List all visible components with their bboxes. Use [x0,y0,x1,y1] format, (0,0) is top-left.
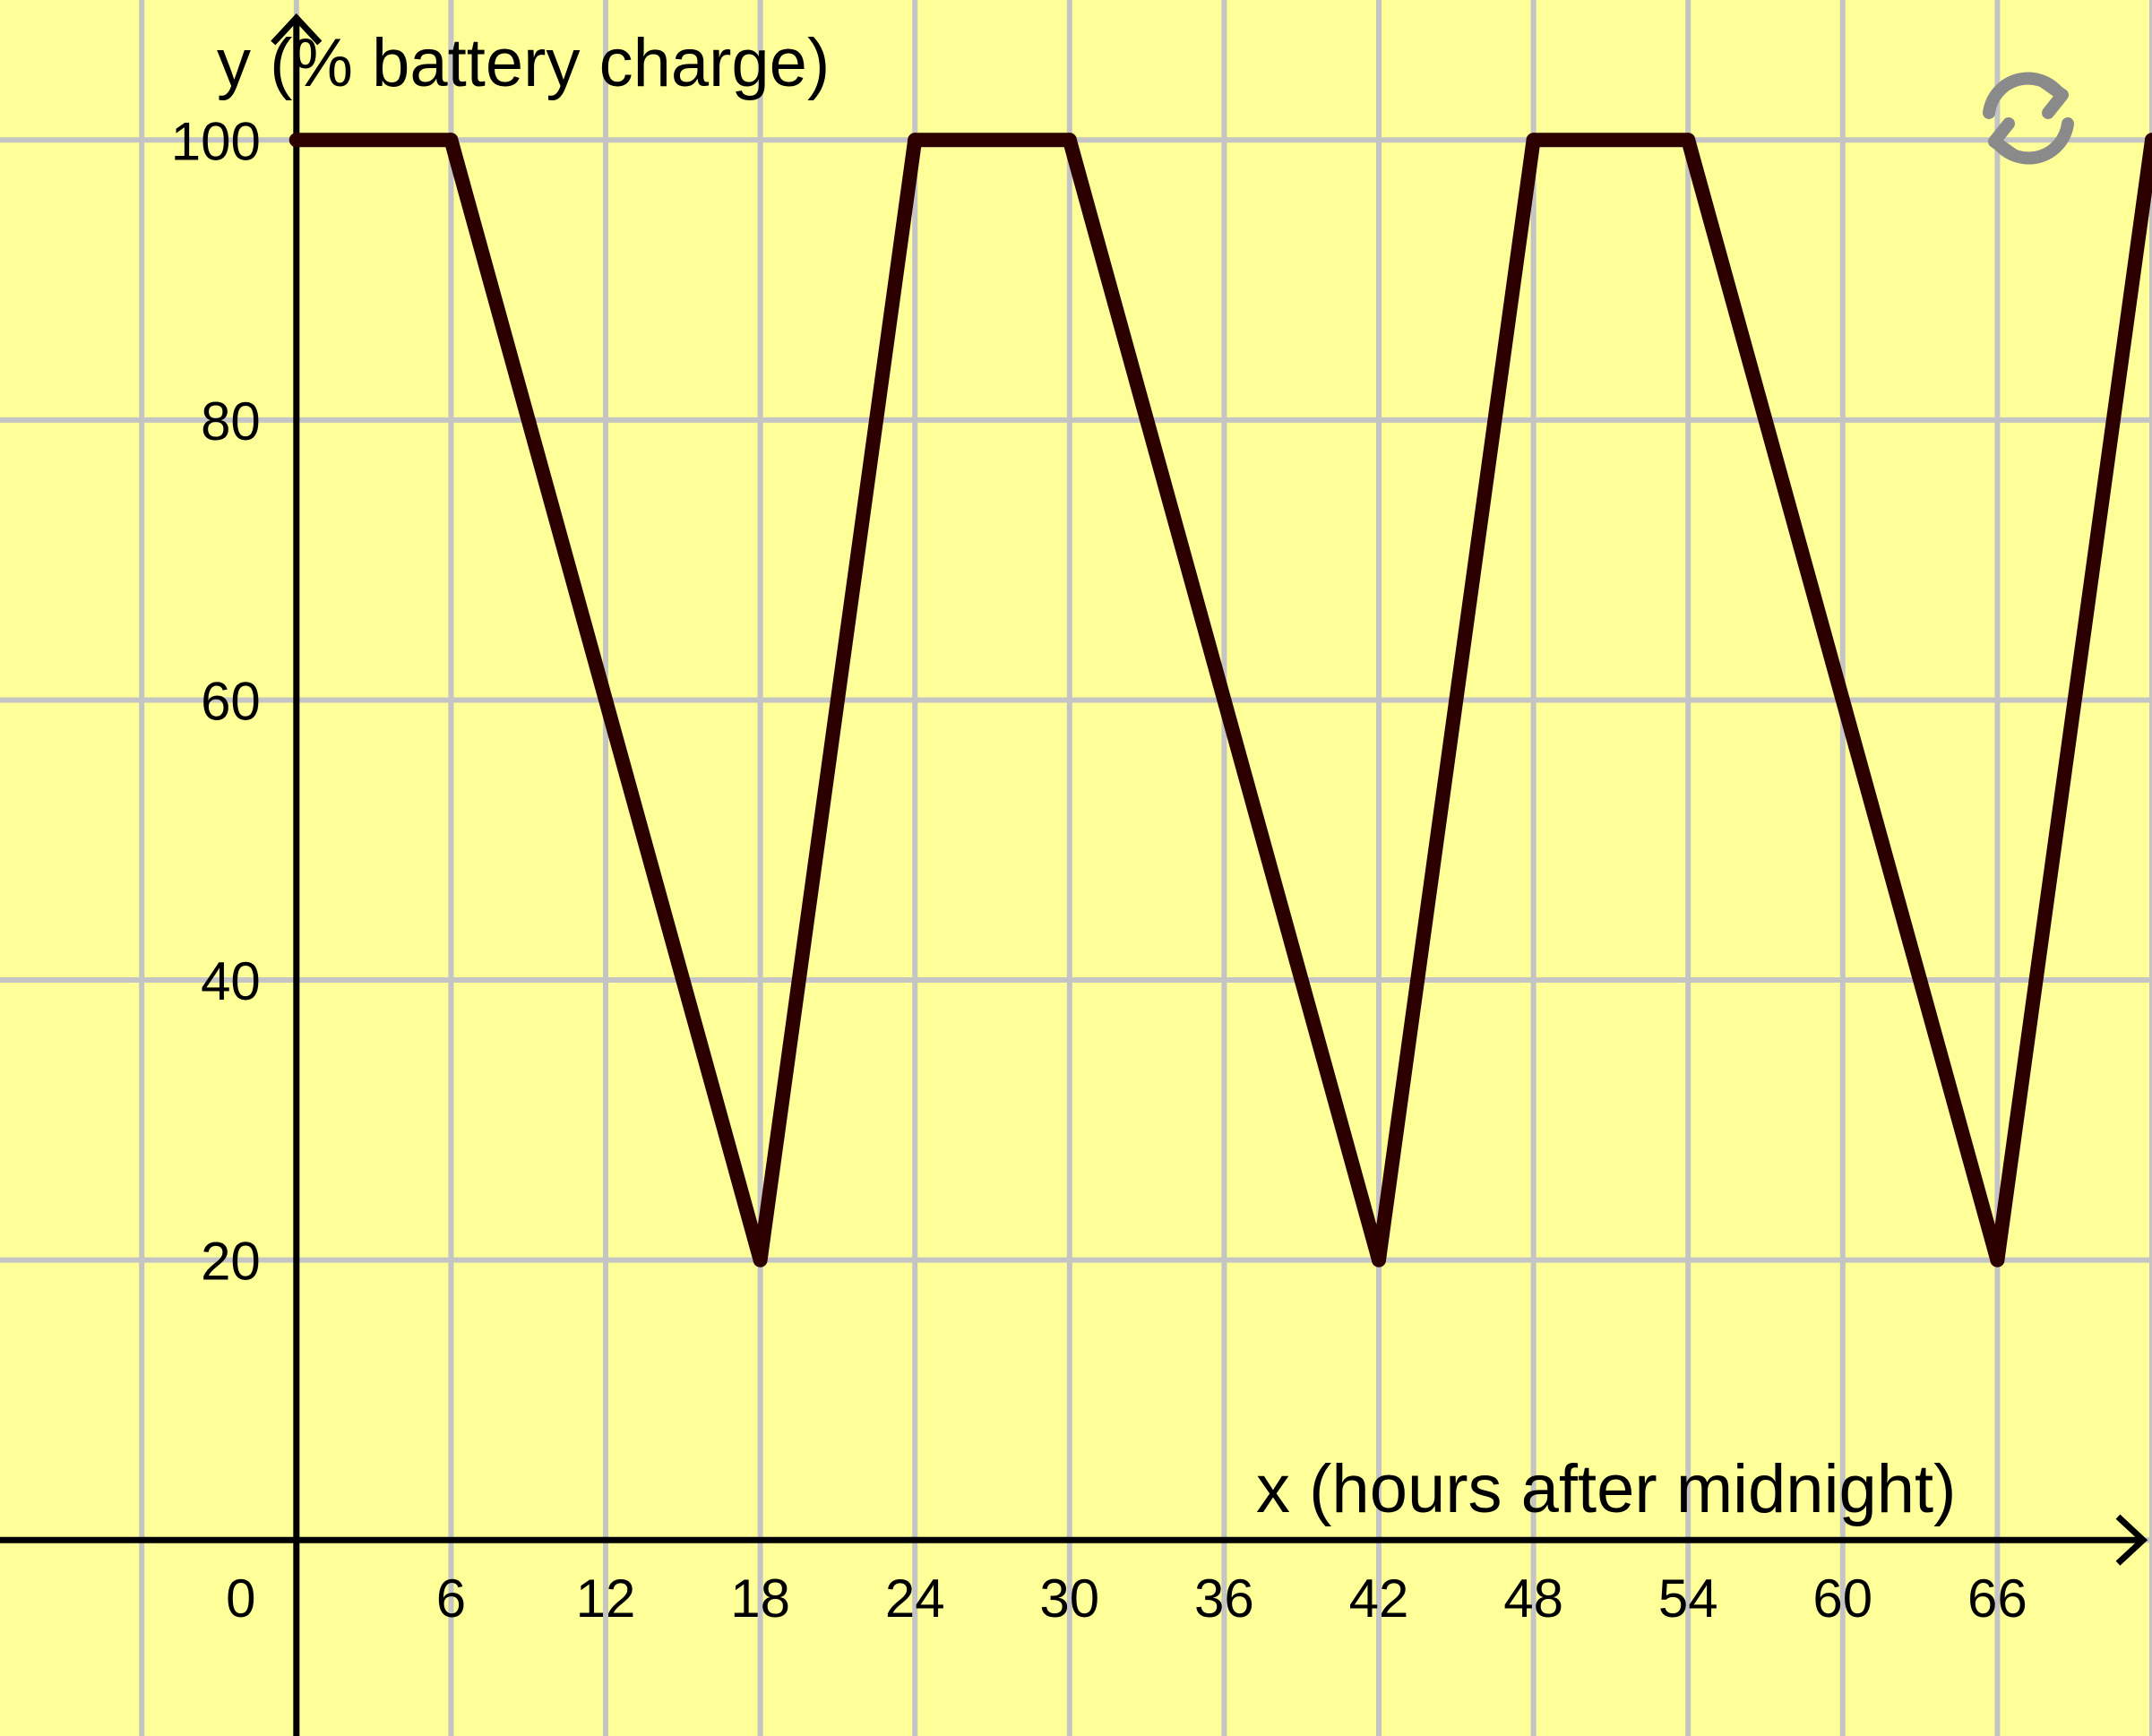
data-point [443,133,459,148]
x-tick-label: 6 [436,1568,466,1629]
series-line [288,133,2152,1268]
x-tick-label: 54 [1658,1568,1718,1629]
data-point [753,1252,768,1268]
x-tick-label: 12 [576,1568,636,1629]
x-axis-arrowhead [2115,1514,2148,1566]
data-point [288,133,304,148]
y-tick-label: 80 [201,391,261,451]
x-tick-label: 42 [1349,1568,1409,1629]
axes [0,13,2148,1736]
y-tick-label: 20 [201,1232,261,1292]
x-tick-label: 60 [1812,1568,1872,1629]
data-point [2145,133,2152,148]
x-tick-label: 24 [885,1568,945,1629]
y-tick-label: 40 [201,951,261,1011]
y-tick-label: 100 [171,111,261,171]
x-tick-label: 18 [730,1568,790,1629]
x-axis-label: x (hours after midnight) [1256,1451,1956,1527]
x-tick-label: 36 [1194,1568,1254,1629]
data-point [1526,133,1541,148]
y-tick-label: 60 [201,671,261,731]
y-axis-label: y (% battery charge) [217,25,830,101]
x-tick-label: 48 [1503,1568,1563,1629]
refresh-icon [1983,72,2074,165]
data-point [1062,133,1077,148]
x-tick-label: 0 [226,1568,255,1629]
data-point [1990,1252,2005,1268]
data-series [288,133,2152,1268]
data-point [1681,133,1696,148]
y-axis-arrowhead [271,13,323,46]
data-point [908,133,923,148]
reset-view-button[interactable] [1975,64,2082,172]
x-tick-label: 30 [1039,1568,1099,1629]
x-tick-label: 66 [1967,1568,2027,1629]
tick-labels: 0 6 12 18 24 30 36 42 48 54 60 66 20 40 60 80 100 [171,111,2027,1629]
data-point [1372,1252,1387,1268]
